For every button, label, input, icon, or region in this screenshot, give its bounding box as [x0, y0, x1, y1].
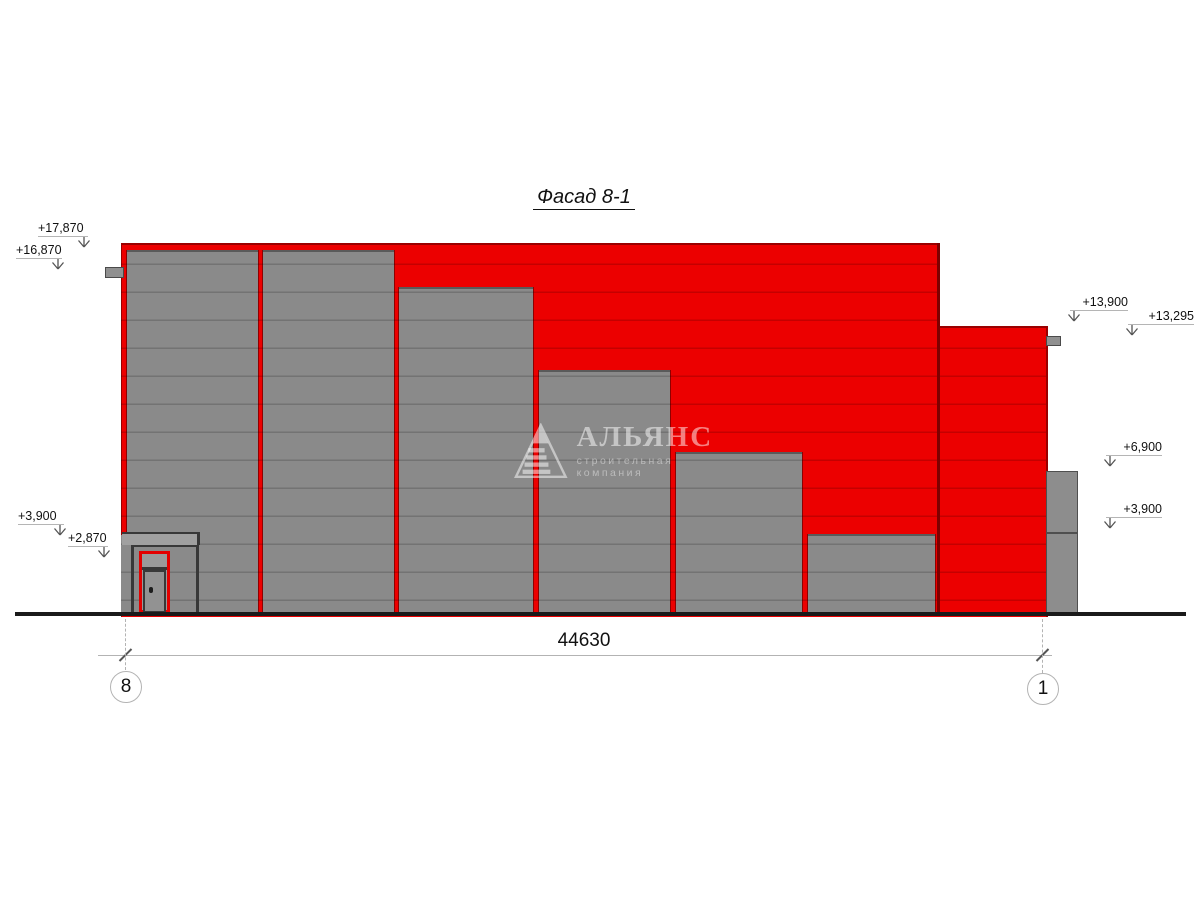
door-handle [149, 587, 153, 593]
axis-extension-line-left [125, 619, 126, 670]
ground-line [15, 612, 1186, 616]
elevation-marker-3900-left: +3,900 [18, 509, 66, 536]
elevation-label: +17,870 [38, 221, 88, 237]
gray-panel-bay-4 [539, 370, 670, 615]
entrance-portal-post-right [196, 545, 199, 613]
adjacent-structure-seam [1047, 532, 1077, 534]
dimension-line [98, 655, 1052, 657]
door-transom-divider [142, 567, 167, 570]
elevation-arrow-icon [1126, 325, 1138, 336]
entrance-door-leaf [143, 570, 166, 613]
adjacent-structure-column [1046, 471, 1078, 613]
elevation-marker-6900: +6,900 [1104, 440, 1162, 467]
axis-extension-line-right [1042, 619, 1043, 673]
grid-axis-bubble-1: 1 [1027, 673, 1059, 705]
elevation-arrow-icon [52, 259, 64, 270]
gray-panel-bay-5 [676, 452, 802, 615]
gray-panel-bay-6 [808, 534, 935, 615]
elevation-label: +3,900 [18, 509, 64, 525]
elevation-label: +2,870 [68, 531, 108, 547]
entrance-canopy [122, 532, 200, 545]
elevation-arrow-icon [78, 237, 90, 248]
grid-axis-label: 8 [120, 676, 132, 697]
entrance-portal-post-left [131, 545, 134, 613]
elevation-marker-17870: +17,870 [38, 221, 90, 248]
dimension-value: 44630 [557, 630, 611, 651]
building-corner-line [937, 243, 940, 615]
elevation-arrow-icon [54, 525, 66, 536]
elevation-marker-2870: +2,870 [68, 531, 110, 558]
elevation-marker-13295: +13,295 [1126, 309, 1194, 336]
elevation-label: +6,900 [1106, 440, 1162, 456]
elevation-marker-16870: +16,870 [16, 243, 64, 270]
red-facade-wall-right-step [938, 326, 1048, 617]
elevation-arrow-icon [1068, 311, 1080, 322]
elevation-label: +13,295 [1128, 309, 1194, 325]
roof-ledge-right [1046, 336, 1061, 346]
elevation-arrow-icon [98, 547, 110, 558]
entrance-portal-lintel [131, 545, 198, 547]
elevation-label: +16,870 [16, 243, 62, 259]
gray-panel-corner-patch [121, 535, 127, 615]
elevation-marker-13900: +13,900 [1068, 295, 1128, 322]
roof-ledge-left [105, 267, 124, 278]
grid-axis-label: 1 [1037, 678, 1049, 699]
elevation-label: +3,900 [1106, 502, 1162, 518]
elevation-arrow-icon [1104, 518, 1116, 529]
panel-seams-overlay-right [938, 327, 1046, 613]
grid-axis-bubble-8: 8 [110, 671, 142, 703]
drawing-title-text: Фасад 8-1 [533, 186, 635, 210]
elevation-marker-3900-right: +3,900 [1104, 502, 1162, 529]
drawing-title: Фасад 8-1 [454, 186, 714, 210]
elevation-arrow-icon [1104, 456, 1116, 467]
panel-seams-overlay-main [121, 243, 938, 613]
gray-panel-bay-3 [399, 287, 533, 615]
gray-panel-bay-2 [263, 250, 394, 615]
elevation-label: +13,900 [1070, 295, 1128, 311]
